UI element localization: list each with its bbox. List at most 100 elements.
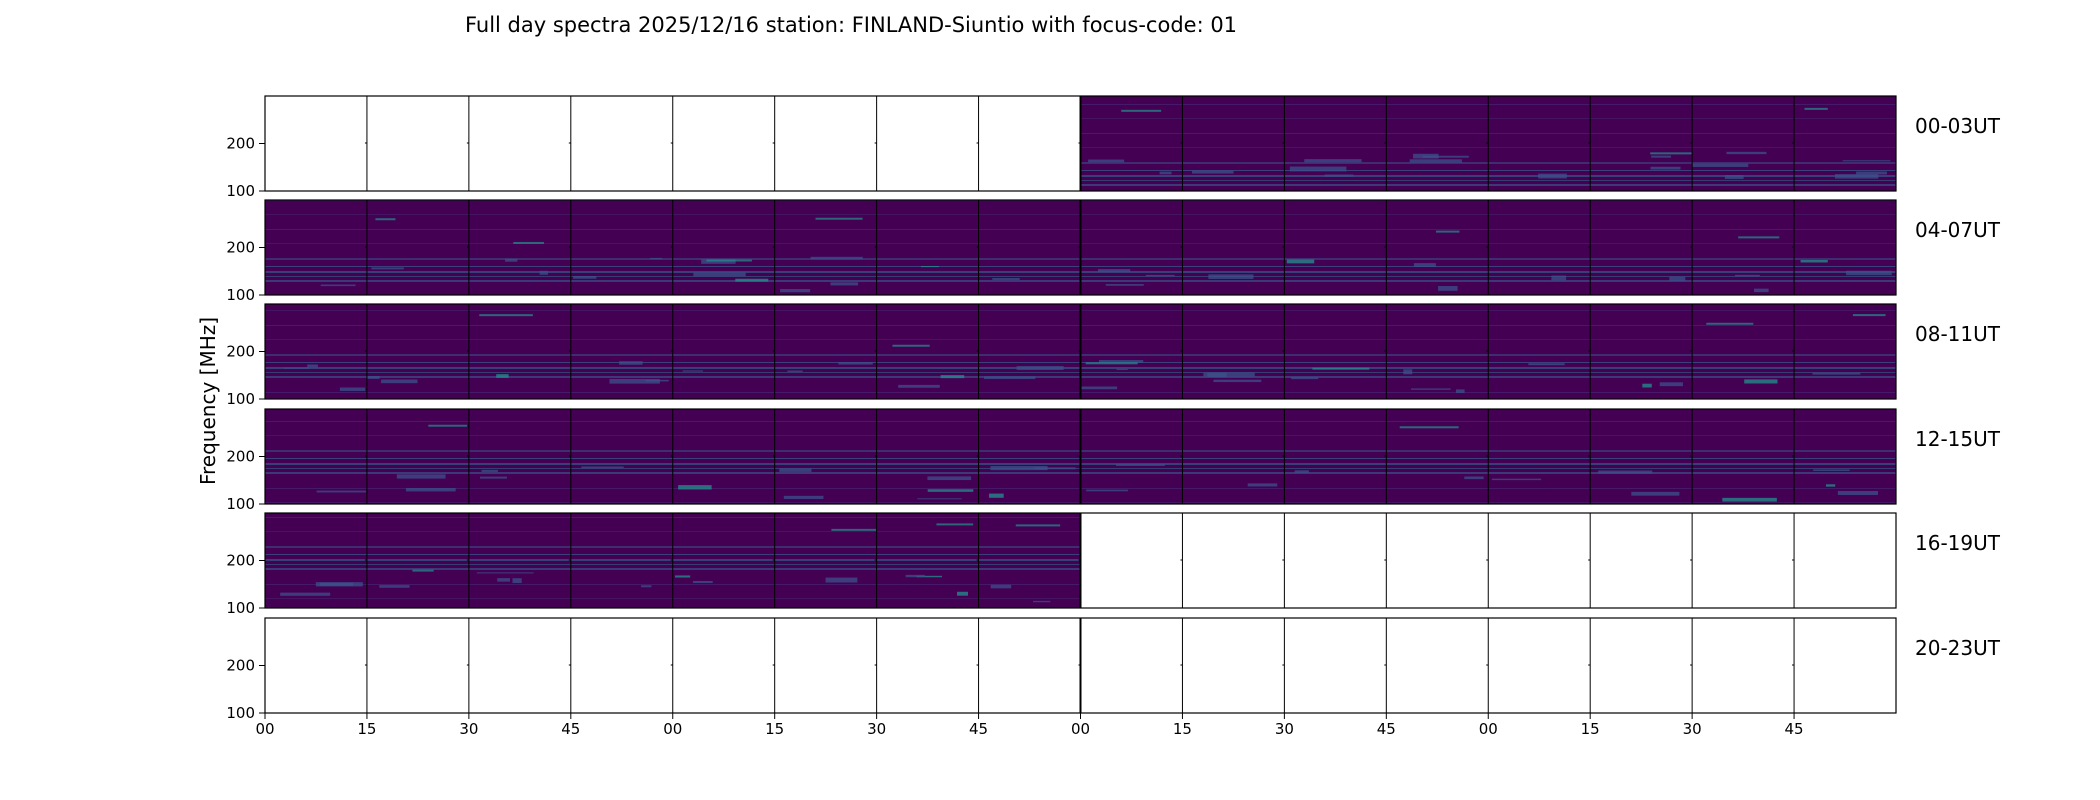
spectrum-burst [927, 476, 972, 481]
spectrum-burst [990, 466, 1048, 471]
spectrum-burst [481, 469, 498, 472]
spectrum-burst [1551, 275, 1567, 281]
spectrum-line [892, 344, 930, 347]
y-tick-label: 100 [226, 495, 255, 513]
spectrum-burst [396, 474, 446, 479]
spectrum-burst [1834, 174, 1879, 179]
empty-cell [1284, 618, 1387, 713]
spectrum-line [936, 523, 974, 526]
spectrum-cell [1488, 304, 1591, 399]
spectrum-burst [320, 284, 356, 287]
spectrum-burst [898, 384, 940, 388]
y-tick-label: 100 [226, 704, 255, 722]
spectrum-cell [1794, 304, 1896, 399]
y-tick-label: 100 [226, 286, 255, 304]
spectrum-burst [339, 387, 366, 391]
spectrum-line [1738, 236, 1780, 239]
spectrum-cell [1080, 304, 1183, 399]
y-axis-label: Frequency [MHz] [196, 317, 220, 485]
spectrum-burst [1464, 476, 1484, 480]
empty-cell [1794, 513, 1896, 608]
empty-cell [1488, 618, 1591, 713]
spectrum-burst [371, 267, 404, 270]
spectrum-cell [1488, 409, 1591, 504]
spectrum-burst [619, 361, 643, 365]
spectrum-burst [1081, 386, 1118, 390]
row-label: 04-07UT [1915, 218, 2001, 242]
spectrum-burst [1650, 166, 1681, 170]
empty-cell [468, 618, 571, 713]
spectrum-cell [1692, 409, 1795, 504]
y-tick-label: 200 [226, 135, 255, 153]
spectrum-burst [1651, 155, 1672, 158]
spectrum-cell [672, 409, 775, 504]
spectrum-cell [978, 304, 1081, 399]
empty-cell [672, 618, 775, 713]
panel-row-20-23UT: 100 200 20-23UT [226, 617, 2001, 722]
spectrum-cell [1386, 409, 1489, 504]
spectrum-cell [1692, 304, 1795, 399]
empty-cell [1080, 513, 1183, 608]
spectrum-burst [1735, 274, 1760, 277]
spectrum-cell [1080, 96, 1183, 191]
spectrum-burst [810, 256, 863, 260]
spectrum-burst [1692, 163, 1749, 167]
empty-cell [570, 618, 673, 713]
empty-cell [774, 96, 877, 191]
spectrum-burst [787, 370, 803, 372]
empty-cell [1284, 513, 1387, 608]
spectrum-burst [1528, 363, 1565, 366]
spectrum-burst [927, 489, 974, 492]
spectrum-burst [905, 574, 925, 578]
spectrum-burst [838, 362, 873, 365]
spectrum-burst [693, 581, 713, 584]
spectrum-burst [1191, 170, 1234, 174]
empty-cell [1488, 513, 1591, 608]
spectrum-cell [570, 409, 673, 504]
spectrum-burst [609, 378, 660, 384]
spectrum-burst [480, 476, 507, 479]
spectrum-cell [366, 200, 469, 295]
spectrum-burst [1598, 470, 1653, 474]
spectrum-burst [1294, 470, 1309, 473]
spectrum-burst [1286, 259, 1315, 264]
spectrum-burst [1247, 483, 1278, 487]
spectrum-burst [573, 276, 597, 279]
x-tick-label: 45 [1377, 720, 1396, 738]
spectrum-line [1121, 109, 1162, 112]
y-tick-label: 200 [226, 448, 255, 466]
spectrum-burst [1208, 274, 1254, 279]
spectrum-burst [496, 374, 509, 378]
spectrum-burst [682, 370, 703, 372]
spectrum-line [513, 241, 544, 244]
spectrum-burst [476, 572, 534, 574]
empty-cell [774, 618, 877, 713]
spectrum-cell [1386, 304, 1489, 399]
spectrum-cell [774, 513, 877, 608]
spectrum-burst [1800, 259, 1828, 263]
spectrum-burst [783, 495, 824, 499]
x-tick-label: 30 [1683, 720, 1702, 738]
spectrum-burst [1842, 160, 1891, 162]
spectrum-burst [1422, 155, 1469, 158]
empty-cell [366, 96, 469, 191]
spectrum-burst [825, 577, 858, 583]
spectrum-burst [641, 585, 652, 588]
row-label: 08-11UT [1915, 322, 2001, 346]
spectrum-burst [675, 575, 691, 578]
spectrum-burst [693, 272, 746, 277]
y-tick-label: 200 [226, 552, 255, 570]
empty-cell [1590, 618, 1693, 713]
empty-cell [265, 96, 367, 191]
empty-cell [672, 96, 775, 191]
spectrum-line [1015, 524, 1061, 527]
spectrum-burst [1631, 491, 1680, 496]
spectrum-burst [1145, 274, 1175, 277]
empty-cell [1692, 513, 1795, 608]
spectrum-cell [672, 304, 775, 399]
spectrum-cell [774, 304, 877, 399]
spectrum-burst [1455, 389, 1465, 394]
spectrum-burst [701, 259, 736, 264]
spectrum-line [815, 217, 863, 220]
spectrum-cell [1182, 409, 1285, 504]
